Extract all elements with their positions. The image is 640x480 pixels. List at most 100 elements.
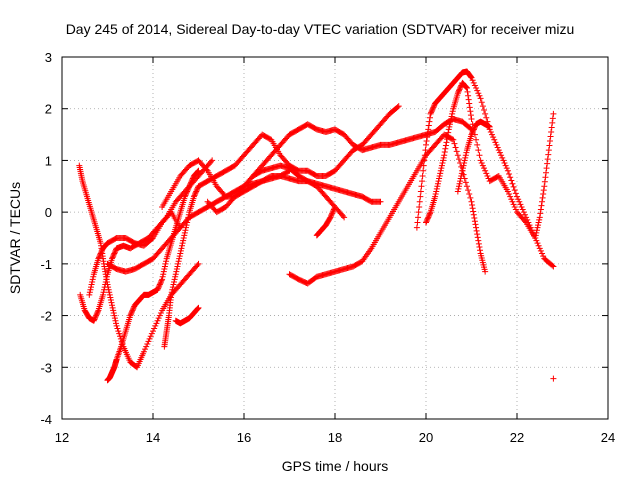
data-point [109,255,116,262]
data-point [424,134,431,141]
data-point [430,103,437,110]
data-point [103,273,110,280]
data-point [91,315,98,322]
data-point [445,129,452,136]
data-point [540,191,547,198]
data-point [110,251,117,258]
data-point [477,157,484,164]
data-point [507,174,514,181]
data-point [467,112,474,119]
data-point [191,192,198,199]
data-point [476,92,483,99]
data-point [458,170,465,177]
data-point [181,193,188,200]
data-point [483,114,490,121]
data-point [173,266,180,273]
data-point [465,187,472,194]
data-point [377,198,384,205]
data-point [110,253,117,260]
data-point [195,167,202,174]
data-point [175,258,182,265]
data-point [181,229,188,236]
data-point [115,328,122,335]
data-point [477,95,484,102]
data-point [89,278,96,285]
data-point [143,343,150,350]
data-point [436,175,443,182]
data-point [451,140,458,147]
data-point [193,187,200,194]
data-point [516,198,523,205]
data-point [208,158,215,165]
data-point [420,167,427,174]
data-point [90,317,97,324]
data-point [510,183,517,190]
data-point [425,213,432,220]
data-point [482,110,489,117]
data-point [449,136,456,143]
data-point [177,250,184,257]
data-point [97,250,104,257]
data-point [511,203,518,210]
data-point [395,103,402,110]
data-point [127,311,134,318]
data-point [541,178,548,185]
data-point [189,175,196,182]
data-point [90,273,97,280]
data-point [470,126,477,133]
data-point [467,108,474,115]
data-point [146,335,153,342]
data-point [478,99,485,106]
data-point [506,191,513,198]
data-point [331,205,338,212]
y-tick-label: 1 [45,153,52,168]
data-point [435,178,442,185]
data-point [129,307,136,314]
data-point [484,172,491,179]
data-point [420,162,427,169]
data-point [330,207,337,214]
data-point [447,118,454,125]
data-point [494,144,501,151]
data-point [140,348,147,355]
data-point [481,165,488,172]
data-point [470,127,477,134]
data-point [543,169,550,176]
data-point [422,147,429,154]
data-point [172,271,179,278]
data-point [533,237,540,244]
data-point [159,276,166,283]
data-point [417,188,424,195]
data-point [463,183,470,190]
data-point [182,191,189,198]
data-point [471,82,478,89]
data-point [467,194,474,201]
y-tick-label: -1 [40,257,52,272]
data-point [457,83,464,90]
data-point [128,309,135,316]
data-point [96,253,103,260]
data-point [111,312,118,319]
data-point [328,213,335,220]
data-point [475,237,482,244]
data-point [429,107,436,114]
data-point [468,131,475,138]
data-point [157,309,164,316]
data-point [509,180,516,187]
data-point [548,124,555,131]
data-point [487,128,494,135]
data-point [415,209,422,216]
data-point [176,255,183,262]
data-point [92,313,99,320]
data-point [469,128,476,135]
data-point [468,198,475,205]
data-point [537,206,544,213]
data-point [532,235,539,241]
data-point [427,110,434,117]
data-point [519,206,526,213]
data-point [93,312,100,319]
data-point [175,260,182,267]
data-point [89,276,96,283]
data-point [109,254,116,261]
data-point [438,162,445,169]
